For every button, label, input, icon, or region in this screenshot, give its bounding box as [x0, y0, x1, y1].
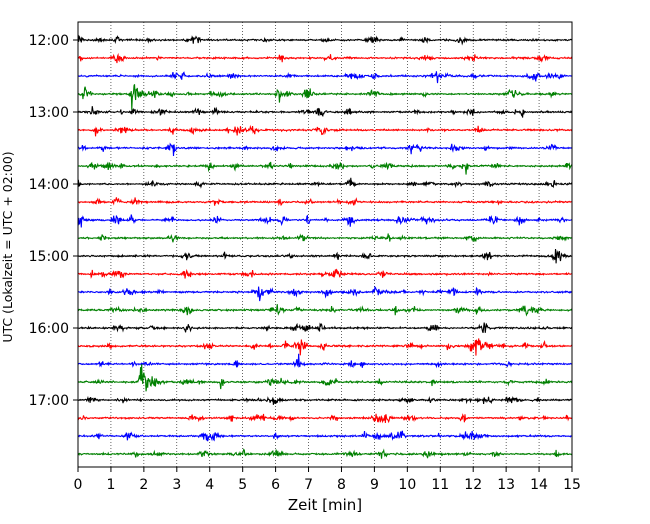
- y-tick-label: 16:00: [29, 321, 69, 337]
- trace-1600: [77, 322, 573, 333]
- trace-1315: [77, 124, 573, 137]
- x-tick-label: 11: [431, 477, 449, 493]
- x-tick-label: 2: [139, 477, 148, 493]
- trace-1200: [77, 34, 573, 46]
- trace-layer: [77, 34, 573, 459]
- x-tick-label: 9: [370, 477, 379, 493]
- trace-1300: [77, 106, 573, 118]
- trace-1630: [77, 353, 573, 369]
- y-tick-label: 15:00: [29, 249, 69, 265]
- trace-1500: [77, 248, 573, 264]
- trace-1245: [77, 84, 573, 110]
- trace-1730: [77, 430, 573, 442]
- x-tick-label: 3: [172, 477, 181, 493]
- trace-1400: [77, 177, 573, 189]
- trace-1430: [77, 214, 573, 228]
- trace-1615: [77, 338, 573, 356]
- trace-1700: [77, 395, 573, 405]
- y-tick-label: 12:00: [29, 33, 69, 49]
- y-axis-label: UTC (Lokalzeit = UTC + 02:00): [0, 151, 15, 342]
- trace-1545: [77, 304, 573, 317]
- y-tick-label: 17:00: [29, 393, 69, 409]
- trace-1445: [77, 233, 573, 243]
- x-tick-label: 14: [530, 477, 548, 493]
- x-tick-label: 6: [271, 477, 280, 493]
- grid-layer: [110, 22, 540, 467]
- trace-1515: [77, 268, 573, 279]
- x-tick-label: 4: [205, 477, 214, 493]
- x-tick-label: 15: [563, 477, 581, 493]
- trace-1230: [77, 71, 573, 84]
- trace-1530: [77, 285, 573, 302]
- x-tick-label: 12: [464, 477, 482, 493]
- trace-1330: [77, 142, 573, 157]
- x-tick-label: 7: [304, 477, 313, 493]
- plot-frame: [77, 21, 573, 468]
- trace-1715: [77, 413, 573, 424]
- x-tick-label: 0: [74, 477, 83, 493]
- x-tick-label: 13: [497, 477, 515, 493]
- trace-1415: [77, 197, 573, 207]
- trace-1345: [77, 161, 573, 175]
- trace-1215: [77, 52, 573, 64]
- y-tick-label: 13:00: [29, 105, 69, 121]
- trace-1745: [77, 448, 573, 459]
- axes-layer: 0 1 2 3 4 5 6 7 8 9 10 11 12 13 14 1512:0013:0014:0015:…: [29, 21, 581, 493]
- trace-1645: [77, 364, 573, 392]
- x-tick-label: 8: [337, 477, 346, 493]
- x-tick-label: 10: [398, 477, 416, 493]
- x-tick-label: 5: [238, 477, 247, 493]
- x-tick-label: 1: [106, 477, 115, 493]
- y-tick-label: 14:00: [29, 177, 69, 193]
- x-axis-label: Zeit [min]: [288, 496, 362, 514]
